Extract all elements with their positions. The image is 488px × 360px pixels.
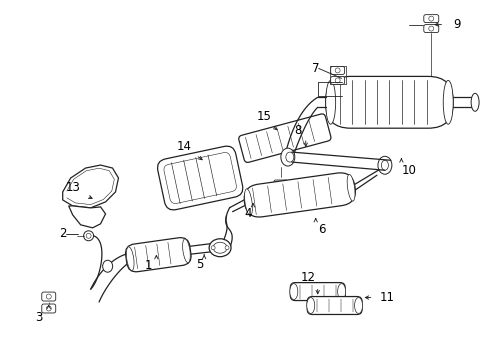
Ellipse shape <box>182 239 190 262</box>
Ellipse shape <box>428 26 433 31</box>
Ellipse shape <box>83 231 93 241</box>
Text: 11: 11 <box>379 291 394 304</box>
Ellipse shape <box>381 160 387 170</box>
Ellipse shape <box>428 16 433 21</box>
FancyBboxPatch shape <box>423 24 438 32</box>
Ellipse shape <box>46 294 51 299</box>
Ellipse shape <box>213 242 226 253</box>
Ellipse shape <box>337 284 345 300</box>
Ellipse shape <box>86 233 91 238</box>
Text: 2: 2 <box>59 227 66 240</box>
Ellipse shape <box>442 80 452 124</box>
FancyBboxPatch shape <box>238 114 330 162</box>
Ellipse shape <box>280 148 294 166</box>
Ellipse shape <box>325 80 335 124</box>
FancyBboxPatch shape <box>273 180 287 190</box>
Text: 13: 13 <box>65 181 80 194</box>
Polygon shape <box>62 165 118 208</box>
Ellipse shape <box>334 68 340 73</box>
Ellipse shape <box>209 239 230 257</box>
FancyBboxPatch shape <box>330 76 344 84</box>
FancyBboxPatch shape <box>41 304 56 313</box>
Ellipse shape <box>46 306 51 311</box>
Ellipse shape <box>102 260 112 272</box>
Ellipse shape <box>285 152 293 162</box>
FancyBboxPatch shape <box>290 283 345 301</box>
FancyBboxPatch shape <box>125 238 191 272</box>
Text: 1: 1 <box>144 259 152 272</box>
Ellipse shape <box>306 298 314 314</box>
FancyBboxPatch shape <box>244 173 355 217</box>
FancyBboxPatch shape <box>157 146 243 210</box>
Ellipse shape <box>279 194 284 199</box>
Text: 15: 15 <box>256 110 271 123</box>
Text: 5: 5 <box>196 258 203 271</box>
Polygon shape <box>68 206 105 228</box>
Ellipse shape <box>211 246 215 250</box>
Ellipse shape <box>377 156 391 174</box>
Ellipse shape <box>334 78 340 83</box>
FancyBboxPatch shape <box>330 67 344 75</box>
Text: 14: 14 <box>176 140 191 153</box>
Ellipse shape <box>346 174 354 201</box>
Ellipse shape <box>244 189 252 216</box>
FancyBboxPatch shape <box>273 192 287 202</box>
Text: 3: 3 <box>35 311 42 324</box>
Text: 6: 6 <box>317 223 325 236</box>
Ellipse shape <box>126 247 134 270</box>
Ellipse shape <box>289 284 297 300</box>
Text: 4: 4 <box>244 207 251 220</box>
Ellipse shape <box>224 246 228 250</box>
Text: 12: 12 <box>300 271 315 284</box>
FancyBboxPatch shape <box>423 15 438 23</box>
Ellipse shape <box>470 93 478 111</box>
Text: 7: 7 <box>311 62 319 75</box>
FancyBboxPatch shape <box>41 292 56 301</box>
FancyBboxPatch shape <box>325 76 452 128</box>
Text: 9: 9 <box>452 18 460 31</box>
Text: 8: 8 <box>293 124 301 137</box>
Ellipse shape <box>279 183 284 188</box>
FancyBboxPatch shape <box>306 297 361 315</box>
Ellipse shape <box>354 298 362 314</box>
FancyBboxPatch shape <box>163 153 236 203</box>
Text: 10: 10 <box>401 163 416 176</box>
